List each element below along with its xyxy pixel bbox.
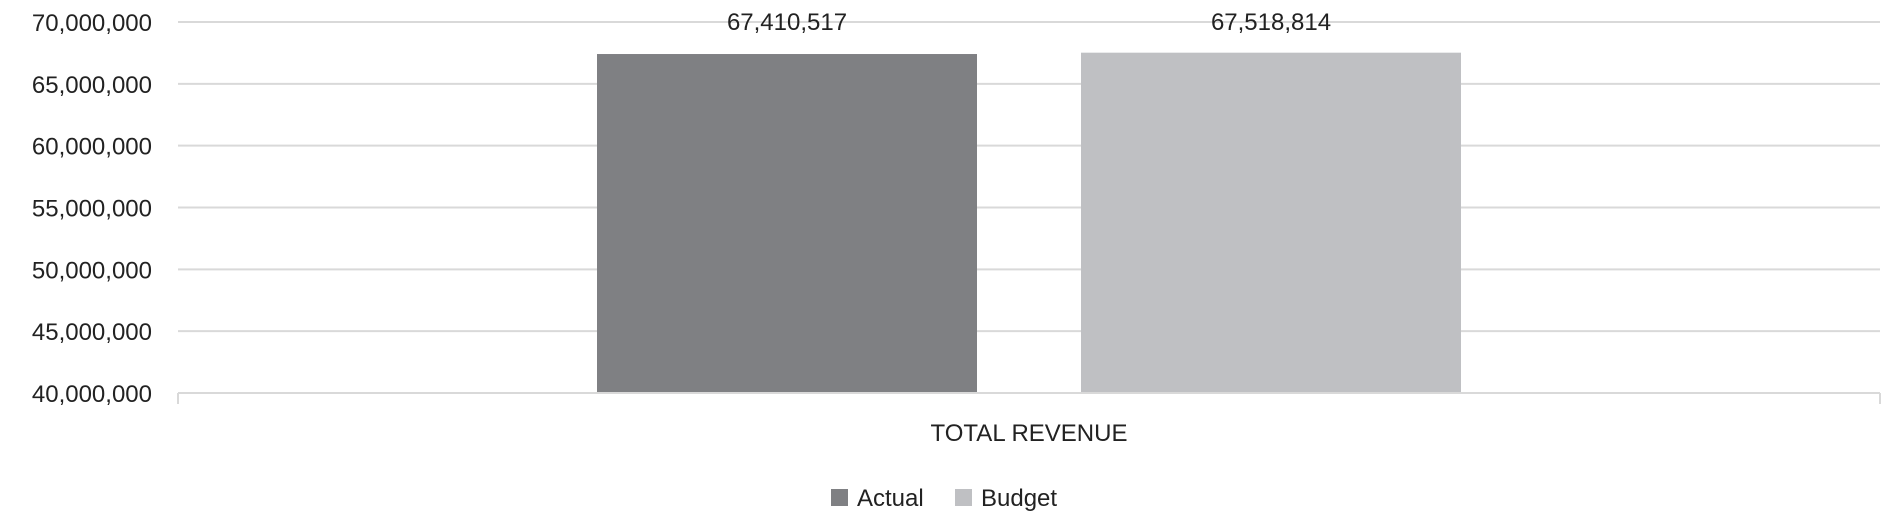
legend: Actual Budget	[831, 485, 1057, 512]
data-label-actual: 67,410,517	[727, 9, 847, 36]
data-label-budget: 67,518,814	[1211, 9, 1331, 36]
y-tick-label: 40,000,000	[32, 381, 152, 408]
gridlines	[178, 21, 1880, 333]
y-tick-label: 65,000,000	[32, 72, 152, 99]
y-axis-ticks: 40,000,000 45,000,000 50,000,000 55,000,000…	[32, 10, 152, 408]
y-tick-label: 60,000,000	[32, 134, 152, 161]
bars	[597, 52, 1461, 394]
legend-label-budget: Budget	[981, 485, 1057, 512]
y-tick-label: 45,000,000	[32, 319, 152, 346]
legend-swatch-budget	[955, 489, 972, 506]
x-axis: TOTAL REVENUE	[177, 392, 1881, 447]
legend-label-actual: Actual	[857, 485, 924, 512]
y-tick-label: 70,000,000	[32, 10, 152, 37]
y-tick-label: 50,000,000	[32, 257, 152, 284]
category-label: TOTAL REVENUE	[931, 420, 1128, 447]
bar-budget	[1081, 52, 1461, 394]
y-tick-label: 55,000,000	[32, 196, 152, 223]
legend-swatch-actual	[831, 489, 848, 506]
bar-actual	[597, 54, 977, 393]
data-labels: 67,410,517 67,518,814	[727, 9, 1331, 36]
